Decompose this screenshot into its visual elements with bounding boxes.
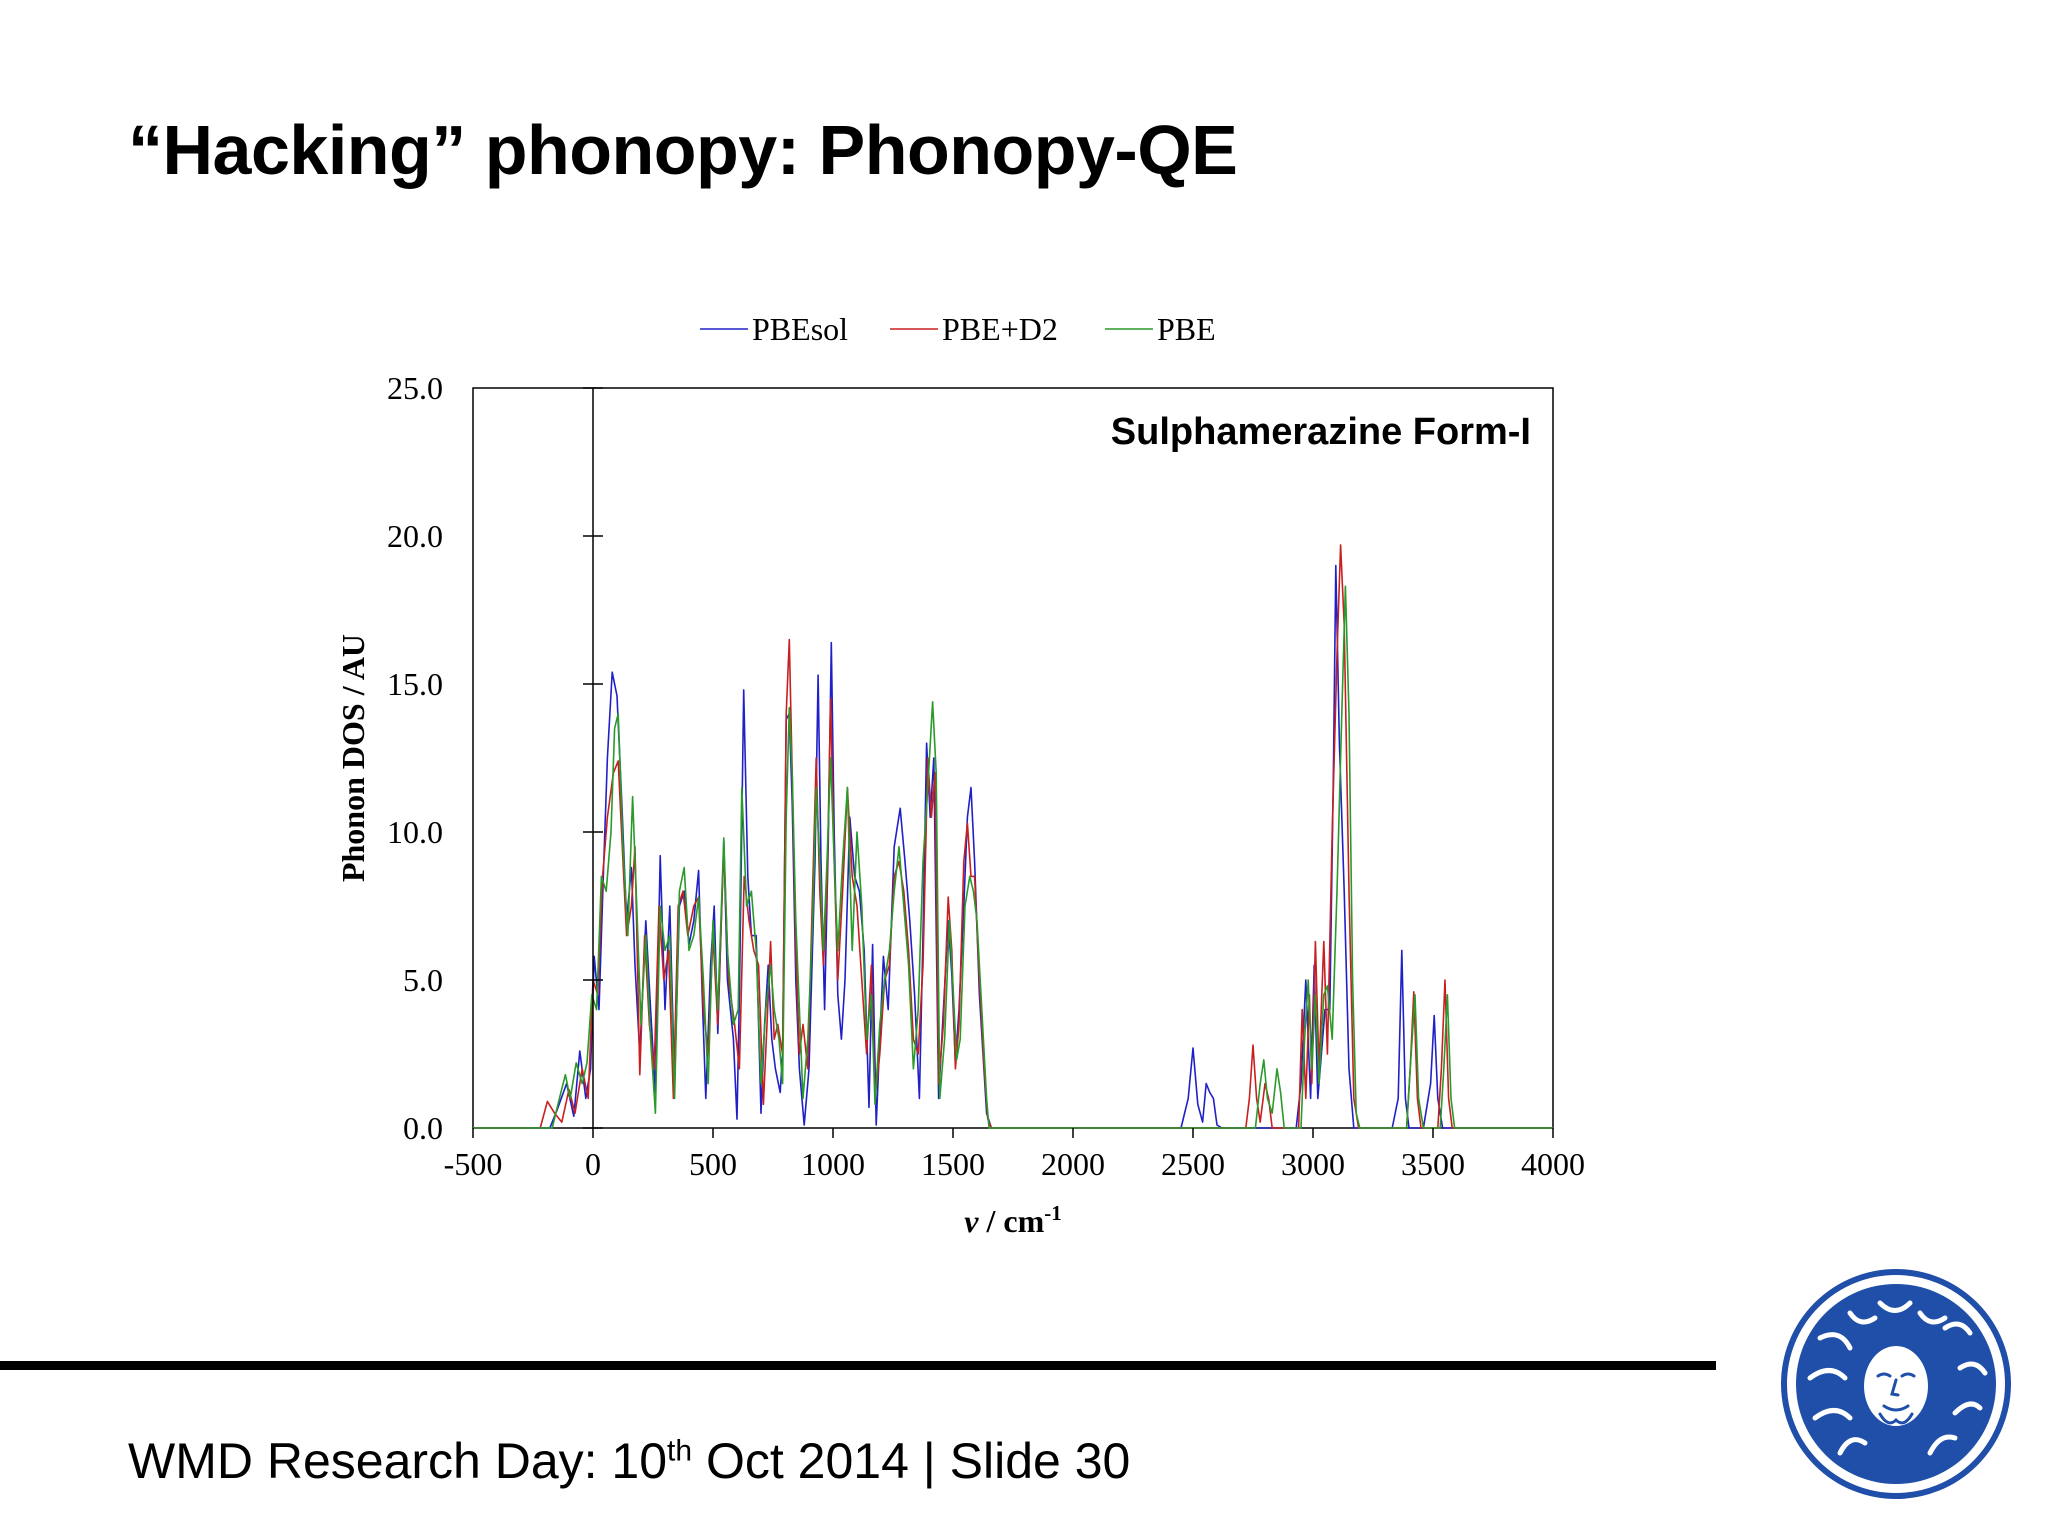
y-tick-label: 20.0 <box>387 518 443 554</box>
university-seal-logo <box>1781 1269 2011 1499</box>
legend-label-pbe-d2: PBE+D2 <box>942 311 1058 347</box>
y-tick-label: 15.0 <box>387 666 443 702</box>
y-axis-label: Phonon DOS / AU <box>335 634 371 882</box>
x-axis-label-symbol: v <box>964 1203 979 1239</box>
footer-date-prefix: WMD Research Day: 10 <box>128 1433 668 1489</box>
footer-date-suffix: Oct 2014 | Slide 30 <box>692 1433 1131 1489</box>
x-axis-label-unit: / cm <box>978 1203 1044 1239</box>
x-tick-label: 1500 <box>921 1146 985 1182</box>
x-tick-label: 3000 <box>1281 1146 1345 1182</box>
plot-area-border <box>472 387 1554 1129</box>
y-axis-ticks: 0.0 5.0 10.0 15.0 20.0 25.0 <box>387 370 603 1146</box>
footer-date-superscript: th <box>667 1434 693 1468</box>
chart-legend: PBEsol PBE+D2 PBE <box>700 311 1216 347</box>
x-axis-label-exponent: -1 <box>1044 1201 1062 1225</box>
series-line-pbe-d2 <box>473 544 1553 1129</box>
footer-slide-info: WMD Research Day: 10th Oct 2014 | Slide … <box>128 1432 1130 1490</box>
y-tick-label: 25.0 <box>387 370 443 406</box>
x-tick-label: 500 <box>689 1146 737 1182</box>
slide-title: “Hacking” phonopy: Phonopy-QE <box>128 111 1238 189</box>
series-line-pbesol <box>473 564 1553 1129</box>
x-tick-label: 2500 <box>1161 1146 1225 1182</box>
legend-label-pbesol: PBEsol <box>752 311 848 347</box>
x-tick-label: 4000 <box>1521 1146 1585 1182</box>
x-axis-ticks: -500 0 500 1000 1500 2000 2500 3000 3500 4000 <box>444 1128 1585 1182</box>
x-tick-label: -500 <box>444 1146 503 1182</box>
x-tick-label: 2000 <box>1041 1146 1105 1182</box>
x-tick-label: 1000 <box>801 1146 865 1182</box>
y-tick-label: 0.0 <box>403 1110 443 1146</box>
y-tick-label: 5.0 <box>403 962 443 998</box>
footer-divider <box>0 1361 1716 1370</box>
chart-annotation: Sulphamerazine Form-I <box>1111 411 1531 453</box>
legend-label-pbe: PBE <box>1157 311 1216 347</box>
x-tick-label: 3500 <box>1401 1146 1465 1182</box>
x-axis-label: v / cm-1 <box>964 1201 1061 1239</box>
series-line-pbe <box>473 585 1553 1129</box>
y-tick-label: 10.0 <box>387 814 443 850</box>
x-tick-label: 0 <box>585 1146 601 1182</box>
series-layer <box>473 544 1553 1129</box>
